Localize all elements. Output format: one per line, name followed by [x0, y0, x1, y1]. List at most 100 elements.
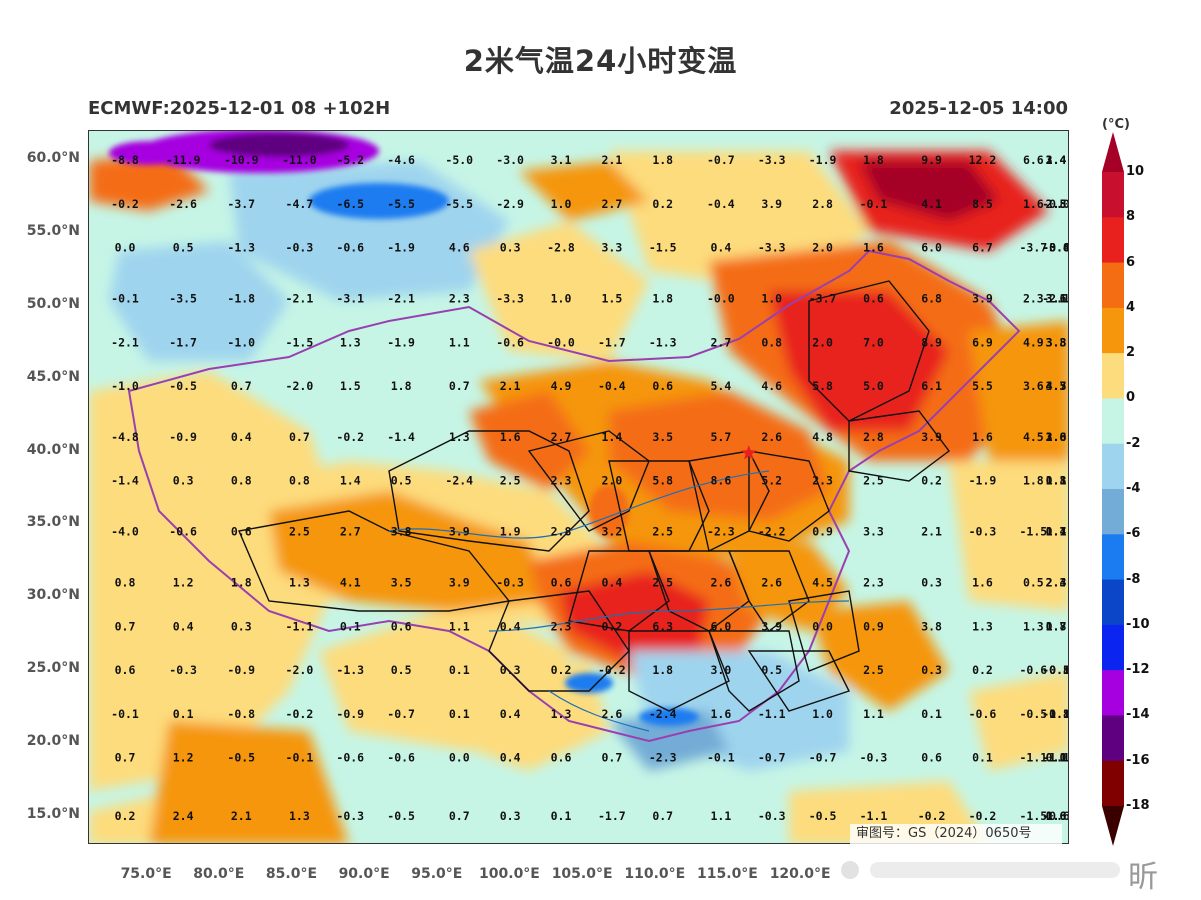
grid-value: 0.0	[449, 751, 470, 765]
colorbar-segment	[1102, 307, 1124, 354]
grid-value: -2.4	[649, 707, 677, 721]
grid-value: 1.1	[449, 619, 470, 633]
grid-value: 2.8	[812, 197, 833, 211]
grid-value: -4.7	[286, 197, 314, 211]
grid-value: 2.1	[601, 153, 622, 167]
grid-value: 2.1	[921, 525, 942, 539]
grid-value: 2.4	[1046, 153, 1067, 167]
grid-value: -0.6	[336, 751, 364, 765]
colorbar-segment	[1102, 760, 1124, 807]
grid-value: 5.8	[652, 474, 673, 488]
lon-tick-label: 105.0°E	[551, 866, 613, 882]
lon-tick-label: 100.0°E	[479, 866, 540, 882]
grid-value: -3.7	[809, 292, 837, 306]
grid-value: -1.1	[286, 619, 314, 633]
grid-value: -1.0	[227, 335, 255, 349]
grid-value: -1.1	[1042, 751, 1069, 765]
grid-value: 0.3	[173, 474, 194, 488]
grid-value: 0.4	[710, 241, 731, 255]
grid-value: 6.8	[921, 292, 942, 306]
grid-value: 0.2	[921, 474, 942, 488]
grid-value: -2.2	[758, 525, 786, 539]
lat-tick-label: 50.0°N	[26, 295, 80, 312]
grid-value: 3.1	[1046, 292, 1067, 306]
grid-value: 3.3	[601, 241, 622, 255]
colorbar-segment	[1102, 217, 1124, 264]
grid-value: 5.8	[812, 379, 833, 393]
grid-value: 4.6	[449, 241, 470, 255]
grid-value: 0.3	[500, 663, 521, 677]
grid-value: 2.8	[551, 525, 572, 539]
colorbar-segment	[1102, 624, 1124, 671]
grid-value: 6.7	[972, 241, 993, 255]
model-run-label: ECMWF:2025-12-01 08 +102H	[88, 98, 391, 119]
grid-value: 2.5	[1046, 197, 1067, 211]
grid-value: 2.6	[601, 707, 622, 721]
colorbar-level-label: 0	[1126, 390, 1136, 406]
watermark-text: 昕	[1128, 860, 1158, 895]
grid-value: 1.3	[289, 576, 310, 590]
grid-value: -0.1	[707, 751, 735, 765]
grid-value: -0.5	[809, 809, 837, 823]
grid-value: -1.3	[227, 241, 255, 255]
colorbar-level-label: -18	[1126, 798, 1150, 813]
grid-value: 0.1	[1046, 751, 1067, 765]
grid-value: 0.2	[652, 197, 673, 211]
grid-value: -0.3	[758, 809, 786, 823]
grid-value: 4.6	[761, 379, 782, 393]
grid-value: -0.4	[707, 197, 735, 211]
grid-value: 6.6	[1023, 153, 1044, 167]
grid-value: 3.8	[1046, 335, 1067, 349]
grid-value: -2.1	[286, 292, 314, 306]
grid-value: 0.5	[391, 663, 412, 677]
grid-value: 0.4	[173, 619, 194, 633]
grid-value: 1.6	[500, 430, 521, 444]
grid-value: -0.0	[707, 292, 735, 306]
colorbar-level-label: -12	[1126, 662, 1150, 678]
grid-value: 0.7	[1046, 525, 1067, 539]
grid-value: 3.6	[1046, 430, 1067, 444]
grid-value: 4.5	[1023, 430, 1044, 444]
grid-value: 1.3	[1046, 474, 1067, 488]
grid-value: -2.1	[387, 292, 415, 306]
grid-value: -0.7	[758, 751, 786, 765]
grid-value: 0.1	[449, 663, 470, 677]
grid-value: 2.4	[173, 809, 194, 823]
grid-value: 0.5	[173, 241, 194, 255]
colorbar-level-label: -6	[1126, 526, 1141, 542]
grid-value: 0.2	[115, 809, 136, 823]
temperature-change-map[interactable]: -8.8 -11.9 -10.9 -11.0 -5.2 -4.6 -5.0 -3.0 3.1 2.…	[88, 130, 1069, 844]
grid-value: 3.3	[1046, 379, 1067, 393]
grid-value: 0.1	[449, 707, 470, 721]
grid-value: -0.6	[496, 335, 524, 349]
grid-value: 0.0	[115, 241, 136, 255]
grid-value: -1.4	[387, 430, 415, 444]
colorbar-segment	[1102, 262, 1124, 309]
colorbar-top-arrow	[1102, 132, 1124, 172]
colorbar-segment	[1102, 670, 1124, 716]
lat-tick-label: 35.0°N	[26, 514, 80, 531]
grid-value: -5.0	[445, 153, 473, 167]
grid-value: -1.4	[111, 474, 139, 488]
lat-tick-label: 20.0°N	[26, 733, 80, 749]
grid-value: 6.9	[972, 335, 993, 349]
grid-value: -0.3	[286, 241, 314, 255]
grid-value: 2.6	[761, 430, 782, 444]
grid-value: 3.5	[652, 430, 673, 444]
grid-value: -1.1	[1042, 707, 1069, 721]
grid-value: 2.3	[449, 292, 470, 306]
lon-tick-label: 95.0°E	[411, 866, 463, 882]
colorbar-level-label: 10	[1126, 164, 1145, 179]
grid-value: -0.8	[227, 707, 255, 721]
grid-value: -2.4	[445, 474, 473, 488]
grid-value: 3.5	[391, 576, 412, 590]
grid-value: 3.9	[761, 619, 782, 633]
grid-value: 1.0	[1046, 809, 1067, 823]
grid-value: -2.6	[169, 197, 197, 211]
colorbar-segment	[1102, 715, 1124, 762]
grid-value: 3.3	[863, 525, 884, 539]
grid-value: 0.7	[115, 751, 136, 765]
grid-value: 1.6	[710, 707, 731, 721]
grid-value: 2.0	[812, 241, 833, 255]
grid-value: -1.9	[387, 335, 415, 349]
